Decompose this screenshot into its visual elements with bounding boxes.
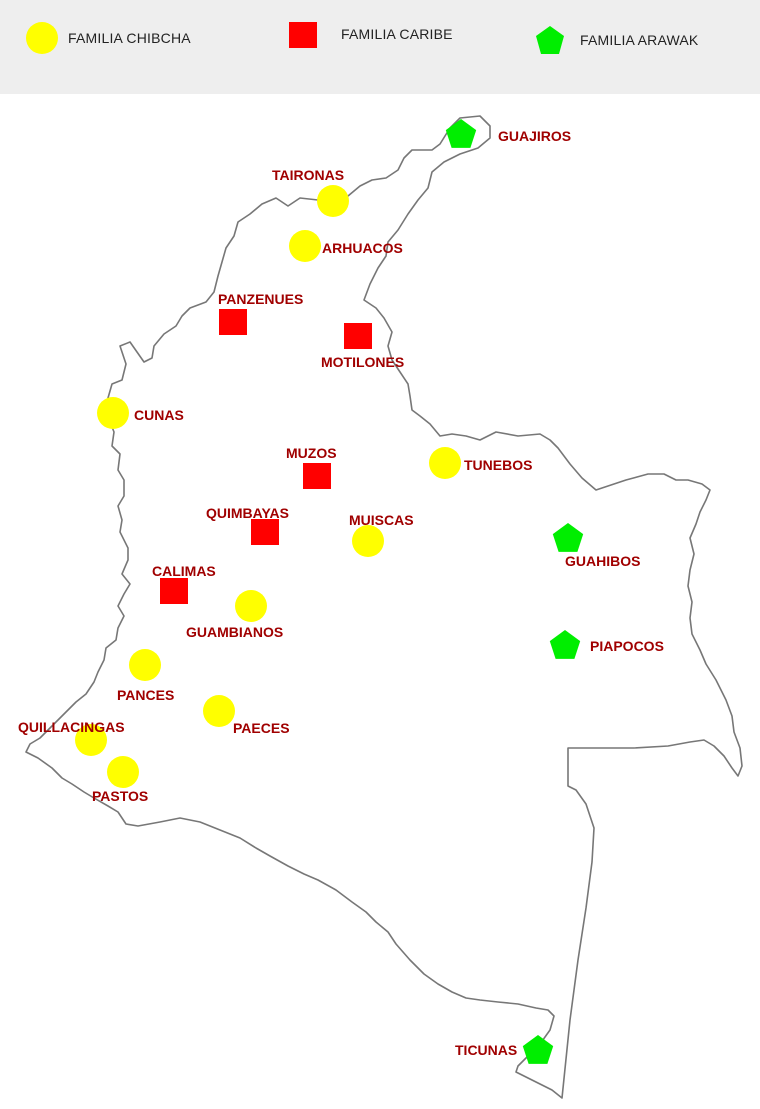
label-calimas: CALIMAS xyxy=(152,563,216,579)
marker-arawak-guajiros xyxy=(445,119,477,148)
label-paeces: PAECES xyxy=(233,720,290,736)
marker-chibcha-pances xyxy=(129,649,161,681)
marker-arawak-piapocos xyxy=(549,630,581,659)
legend-item-caribe: FAMILIA CARIBE xyxy=(289,22,453,48)
legend-label-chibcha: FAMILIA CHIBCHA xyxy=(68,30,191,46)
marker-caribe-muzos xyxy=(303,463,331,489)
label-muiscas: MUISCAS xyxy=(349,512,414,528)
colombia-border xyxy=(25,115,743,1099)
label-piapocos: PIAPOCOS xyxy=(590,638,664,654)
label-pances: PANCES xyxy=(117,687,175,703)
label-ticunas: TICUNAS xyxy=(455,1042,518,1058)
label-motilones: MOTILONES xyxy=(321,354,405,370)
legend-label-caribe: FAMILIA CARIBE xyxy=(341,26,453,42)
marker-chibcha-guambianos xyxy=(235,590,267,622)
legend-label-arawak: FAMILIA ARAWAK xyxy=(580,32,699,48)
label-quillacingas: QUILLACINGAS xyxy=(18,719,125,735)
marker-caribe-motilones xyxy=(344,323,372,349)
legend-item-arawak: FAMILIA ARAWAK xyxy=(534,24,698,56)
label-pastos: PASTOS xyxy=(92,788,149,804)
marker-chibcha-taironas xyxy=(317,185,349,217)
yellow-circle-icon xyxy=(26,22,58,54)
marker-caribe-calimas xyxy=(160,578,188,604)
marker-chibcha-paeces xyxy=(203,695,235,727)
marker-chibcha-cunas xyxy=(97,397,129,429)
marker-arawak-guahibos xyxy=(552,523,584,552)
label-guambianos: GUAMBIANOS xyxy=(186,624,284,640)
marker-arawak-ticunas xyxy=(522,1035,554,1064)
red-square-icon xyxy=(289,22,317,48)
label-quimbayas: QUIMBAYAS xyxy=(206,505,289,521)
marker-caribe-panzenues xyxy=(219,309,247,335)
legend-bar: FAMILIA CHIBCHA FAMILIA CARIBE FAMILIA A… xyxy=(0,0,760,94)
marker-chibcha-muiscas xyxy=(352,525,384,557)
label-panzenues: PANZENUES xyxy=(218,291,304,307)
label-cunas: CUNAS xyxy=(134,407,184,423)
label-muzos: MUZOS xyxy=(286,445,337,461)
marker-chibcha-pastos xyxy=(107,756,139,788)
people-markers xyxy=(75,119,584,1064)
marker-chibcha-quillacingas xyxy=(75,724,107,756)
green-pentagon-icon xyxy=(536,26,564,54)
marker-chibcha-arhuacos xyxy=(289,230,321,262)
label-arhuacos: ARHUACOS xyxy=(322,240,403,256)
label-guajiros: GUAJIROS xyxy=(498,128,572,144)
legend-item-chibcha: FAMILIA CHIBCHA xyxy=(26,22,191,54)
marker-caribe-quimbayas xyxy=(251,519,279,545)
label-taironas: TAIRONAS xyxy=(272,167,345,183)
label-tunebos: TUNEBOS xyxy=(464,457,533,473)
marker-chibcha-tunebos xyxy=(429,447,461,479)
label-guahibos: GUAHIBOS xyxy=(565,553,641,569)
